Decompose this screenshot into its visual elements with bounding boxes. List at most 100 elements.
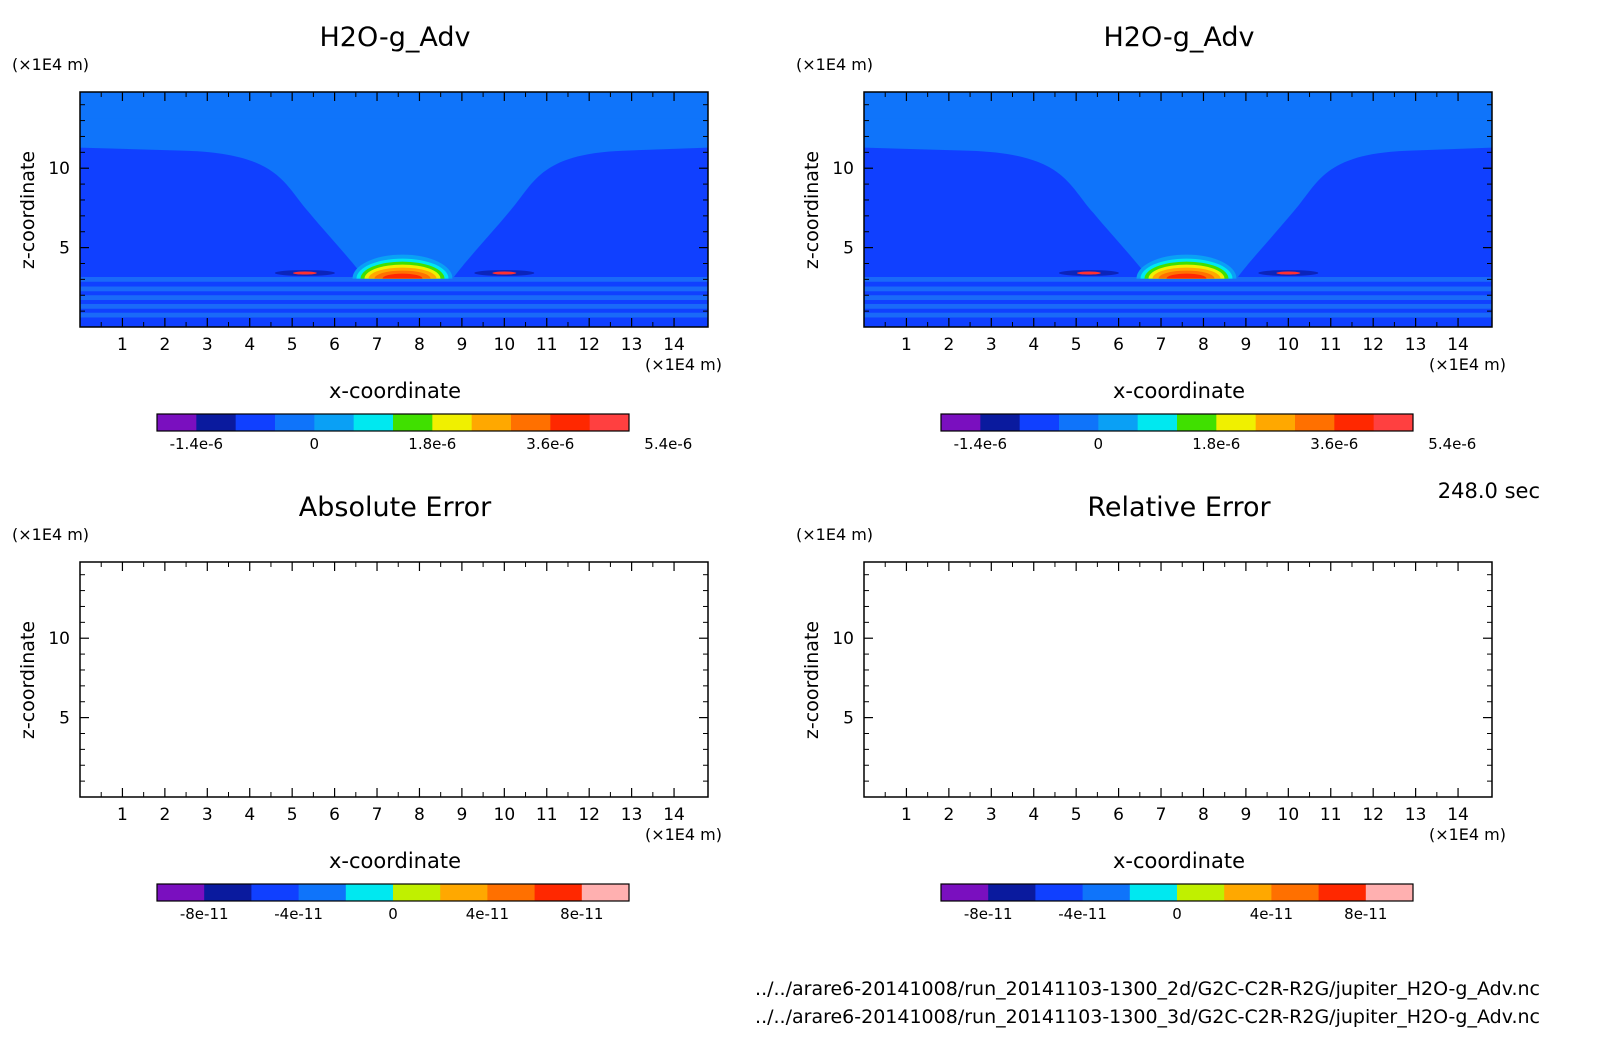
colorbar-frame: [940, 413, 1414, 432]
colorbar-swatch: [1082, 884, 1131, 901]
y-tick-label: 10: [48, 629, 70, 649]
stripe-3: [80, 295, 708, 301]
y-tick-label: 5: [59, 709, 70, 729]
colorbar-swatch: [1035, 884, 1084, 901]
plot-frame: [79, 561, 709, 798]
colorbar-frame: [156, 413, 630, 432]
colorbar-swatch: [1224, 884, 1272, 901]
x-tick-label: 2: [159, 335, 170, 355]
stripe-4: [864, 303, 1492, 309]
colorbar-swatch: [298, 884, 347, 901]
stripe-5: [80, 312, 708, 318]
y-axis-unit: (×1E4 m): [796, 525, 873, 544]
x-tick-label: 6: [1113, 335, 1124, 355]
x-tick-label: 5: [1071, 805, 1082, 825]
chart-panel-1: H2O-g_Adv(×1E4 m)1 2 3 4 5 6 7 8 9 10 11 12 13 14510(…: [12, 22, 722, 453]
colorbar-swatch: [1019, 414, 1060, 431]
colorbar-swatch: [157, 884, 205, 901]
x-tick-label: 14: [1447, 805, 1469, 825]
colorbar-label: 3.6e-6: [526, 435, 574, 453]
colorbar-swatch: [1365, 884, 1414, 901]
y-tick-label: 10: [832, 159, 854, 179]
x-tick-label: 7: [372, 805, 383, 825]
side-feature-left-core: [1076, 271, 1101, 275]
x-tick-label: 8: [1198, 335, 1209, 355]
funnel-region: [80, 118, 708, 278]
x-tick-label: 9: [1240, 335, 1251, 355]
colorbar-swatch: [988, 884, 1036, 901]
y-tick-label: 10: [48, 159, 70, 179]
colorbar-label: 8e-11: [1344, 905, 1387, 923]
x-tick-label: 6: [329, 805, 340, 825]
colorbar-label: 8e-11: [560, 905, 603, 923]
y-tick-label: 5: [59, 239, 70, 259]
x-tick-label: 11: [536, 805, 558, 825]
x-tick-label: 8: [1198, 805, 1209, 825]
x-tick-label: 12: [1362, 805, 1384, 825]
colorbar-swatch: [1295, 414, 1335, 431]
colorbar-swatch: [393, 884, 441, 901]
colorbar-swatch: [1216, 414, 1257, 431]
colorbar-label: 5.4e-6: [644, 435, 692, 453]
colorbar-label: 0: [310, 435, 320, 453]
y-axis-label: z-coordinate: [801, 151, 823, 269]
x-tick-label: 3: [202, 805, 213, 825]
x-tick-label: 14: [663, 335, 685, 355]
x-tick-label: 13: [621, 335, 643, 355]
x-axis-unit: (×1E4 m): [645, 825, 722, 844]
colorbar-swatch: [251, 884, 300, 901]
funnel-region: [864, 118, 1492, 278]
colorbar-label: -8e-11: [180, 905, 229, 923]
x-tick-label: 10: [1278, 335, 1300, 355]
x-tick-label: 1: [117, 805, 128, 825]
chart-title: H2O-g_Adv: [1104, 22, 1255, 53]
x-tick-label: 2: [159, 805, 170, 825]
x-tick-label: 7: [1156, 335, 1167, 355]
stripe-2: [864, 286, 1492, 292]
x-tick-label: 12: [578, 335, 600, 355]
y-tick-label: 10: [832, 629, 854, 649]
x-tick-label: 1: [117, 335, 128, 355]
colorbar-swatch: [345, 884, 394, 901]
x-tick-label: 6: [1113, 805, 1124, 825]
y-tick-label: 5: [843, 239, 854, 259]
side-feature-left-core: [292, 271, 317, 275]
colorbar-swatch: [589, 414, 630, 431]
x-tick-label: 8: [414, 335, 425, 355]
colorbar-label: 4e-11: [1250, 905, 1293, 923]
upper-band: [80, 92, 708, 119]
colorbar-swatch: [275, 414, 315, 431]
colorbar-label: 0: [1172, 905, 1182, 923]
side-feature-right-core: [492, 271, 517, 275]
x-tick-label: 9: [1240, 805, 1251, 825]
colorbar-label: -4e-11: [274, 905, 323, 923]
x-tick-label: 1: [901, 805, 912, 825]
colorbar-swatch: [487, 884, 536, 901]
x-tick-label: 3: [986, 805, 997, 825]
colorbar-swatch: [1177, 884, 1225, 901]
colorbar-swatch: [432, 414, 473, 431]
stripe-1: [864, 276, 1492, 282]
x-tick-label: 9: [456, 805, 467, 825]
colorbar-swatch: [980, 414, 1021, 431]
colorbar-swatch: [1373, 414, 1414, 431]
stripe-5: [864, 312, 1492, 318]
time-label: 248.0 sec: [1438, 479, 1540, 503]
x-tick-label: 4: [1028, 805, 1039, 825]
bubble-layer-7: [382, 273, 423, 279]
x-tick-label: 13: [1405, 805, 1427, 825]
stripe-4: [80, 303, 708, 309]
colorbar-swatch: [1255, 414, 1296, 431]
stripe-3: [864, 295, 1492, 301]
x-tick-label: 10: [1278, 805, 1300, 825]
chart-title: Relative Error: [1087, 492, 1271, 523]
colorbar-swatch: [353, 414, 394, 431]
colorbar-swatch: [1137, 414, 1178, 431]
x-tick-label: 7: [372, 335, 383, 355]
y-axis-unit: (×1E4 m): [12, 525, 89, 544]
colorbar-swatch: [534, 884, 583, 901]
colorbar-label: -1.4e-6: [170, 435, 223, 453]
colorbar-swatch: [581, 884, 630, 901]
colorbar-swatch: [393, 414, 433, 431]
x-tick-label: 2: [943, 335, 954, 355]
